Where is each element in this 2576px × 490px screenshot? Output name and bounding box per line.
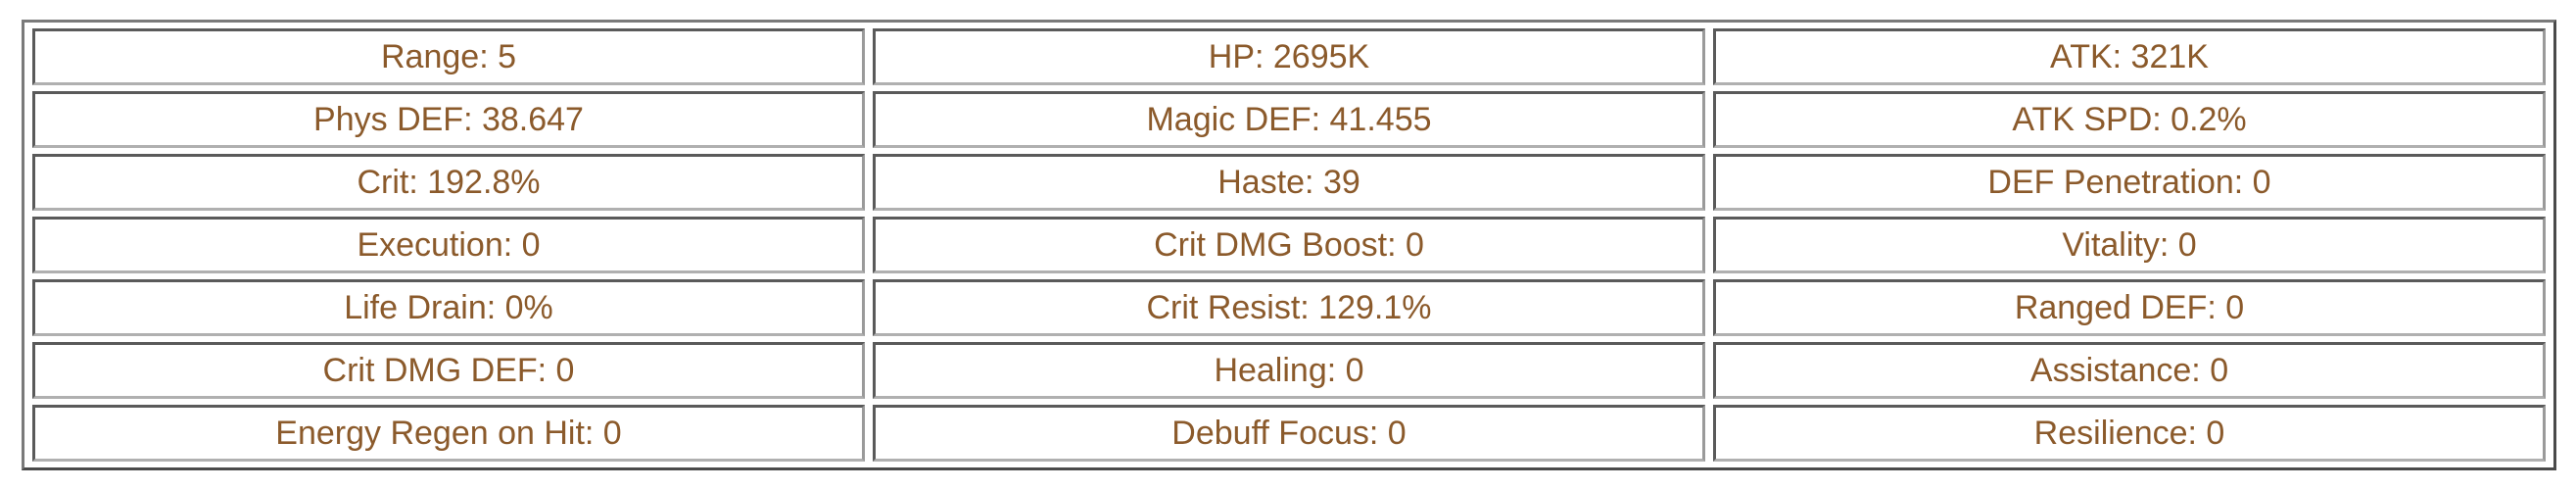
stat-cell: Life Drain: 0% xyxy=(32,279,865,336)
stat-cell: HP: 2695K xyxy=(873,28,1705,85)
stat-cell: Range: 5 xyxy=(32,28,865,85)
stats-row: Crit DMG DEF: 0 Healing: 0 Assistance: 0 xyxy=(32,342,2546,399)
stat-cell: ATK: 321K xyxy=(1713,28,2546,85)
stat-cell: Crit: 192.8% xyxy=(32,154,865,211)
stat-cell: Phys DEF: 38.647 xyxy=(32,91,865,148)
stats-row: Life Drain: 0% Crit Resist: 129.1% Ranged … xyxy=(32,279,2546,336)
stats-row: Range: 5 HP: 2695K ATK: 321K xyxy=(32,28,2546,85)
stat-cell: Resilience: 0 xyxy=(1713,405,2546,462)
stat-cell: Crit Resist: 129.1% xyxy=(873,279,1705,336)
stat-cell: ATK SPD: 0.2% xyxy=(1713,91,2546,148)
stats-table: Range: 5 HP: 2695K ATK: 321K Phys DEF: 38.6… xyxy=(22,20,2556,470)
stat-cell: Crit DMG Boost: 0 xyxy=(873,217,1705,273)
stat-cell: DEF Penetration: 0 xyxy=(1713,154,2546,211)
stat-cell: Healing: 0 xyxy=(873,342,1705,399)
stats-row: Energy Regen on Hit: 0 Debuff Focus: 0 Res… xyxy=(32,405,2546,462)
stat-cell: Haste: 39 xyxy=(873,154,1705,211)
stat-cell: Crit DMG DEF: 0 xyxy=(32,342,865,399)
stats-row: Execution: 0 Crit DMG Boost: 0 Vitality: 0 xyxy=(32,217,2546,273)
stats-row: Crit: 192.8% Haste: 39 DEF Penetration: 0 xyxy=(32,154,2546,211)
stats-table-body: Range: 5 HP: 2695K ATK: 321K Phys DEF: 38.6… xyxy=(32,28,2546,462)
stat-cell: Vitality: 0 xyxy=(1713,217,2546,273)
stats-row: Phys DEF: 38.647 Magic DEF: 41.455 ATK SPD… xyxy=(32,91,2546,148)
stat-cell: Assistance: 0 xyxy=(1713,342,2546,399)
stat-cell: Debuff Focus: 0 xyxy=(873,405,1705,462)
stat-cell: Energy Regen on Hit: 0 xyxy=(32,405,865,462)
stat-cell: Execution: 0 xyxy=(32,217,865,273)
stat-cell: Ranged DEF: 0 xyxy=(1713,279,2546,336)
stat-cell: Magic DEF: 41.455 xyxy=(873,91,1705,148)
